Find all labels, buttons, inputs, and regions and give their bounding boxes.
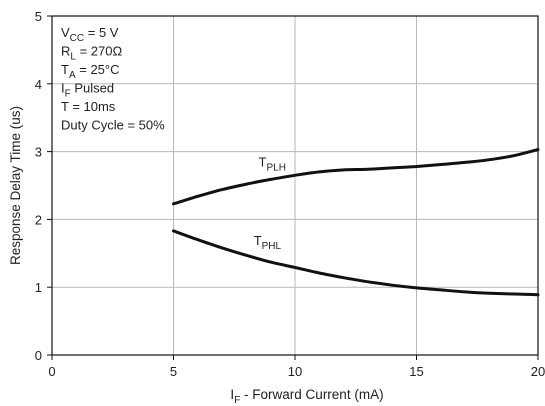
condition-line: T = 10ms [61, 99, 116, 114]
condition-rest: = 25°C [76, 62, 120, 77]
tick-layer: 0 5 10 15 20 0 1 2 3 4 5 [35, 9, 545, 379]
x-tick-label: 5 [170, 364, 177, 379]
series-label-sub: PLH [267, 163, 286, 174]
y-tick-label: 5 [35, 9, 42, 24]
condition-main: V [61, 25, 70, 40]
series-label-main: T [254, 233, 262, 248]
condition-line: TA = 25°C [61, 62, 120, 81]
y-tick-label: 4 [35, 77, 42, 92]
condition-line: Duty Cycle = 50% [61, 118, 165, 133]
series-label-tphl: TPHL [254, 233, 282, 252]
condition-sub: A [69, 70, 76, 81]
condition-main: T = 10ms [61, 99, 116, 114]
y-tick-label: 0 [35, 348, 42, 363]
x-tick-label: 10 [288, 364, 302, 379]
condition-main: I [61, 81, 65, 96]
x-axis-title-sub: F [234, 395, 240, 406]
series-label-tplh: TPLH [259, 155, 286, 174]
y-tick-label: 1 [35, 280, 42, 295]
condition-sub: L [70, 52, 76, 63]
condition-rest: = 5 V [84, 25, 119, 40]
x-axis-title-main: I [230, 387, 234, 402]
condition-rest: Pulsed [71, 81, 114, 96]
condition-sub: F [65, 89, 71, 100]
series-line-tphl [172, 229, 540, 297]
x-axis-title: IF - Forward Current (mA) [230, 387, 383, 406]
condition-line: VCC = 5 V [61, 25, 119, 44]
condition-sub: CC [70, 33, 84, 44]
y-axis-title: Response Delay Time (us) [8, 106, 23, 265]
condition-line: RL = 270Ω [61, 44, 122, 63]
x-tick-label: 15 [409, 364, 423, 379]
curve-layer [172, 148, 540, 297]
condition-line: IF Pulsed [61, 81, 114, 100]
series-label-sub: PHL [262, 241, 282, 252]
condition-main: T [61, 62, 69, 77]
condition-main: R [61, 44, 70, 59]
series-line-tplh [172, 148, 540, 206]
condition-rest: = 270Ω [76, 44, 123, 59]
condition-main: Duty Cycle = 50% [61, 118, 165, 133]
series-label-main: T [259, 155, 267, 170]
x-axis-title-rest: - Forward Current (mA) [240, 387, 383, 402]
grid-layer [52, 16, 538, 355]
y-tick-label: 2 [35, 212, 42, 227]
x-tick-label: 0 [48, 364, 55, 379]
x-tick-label: 20 [531, 364, 545, 379]
y-tick-label: 3 [35, 145, 42, 160]
